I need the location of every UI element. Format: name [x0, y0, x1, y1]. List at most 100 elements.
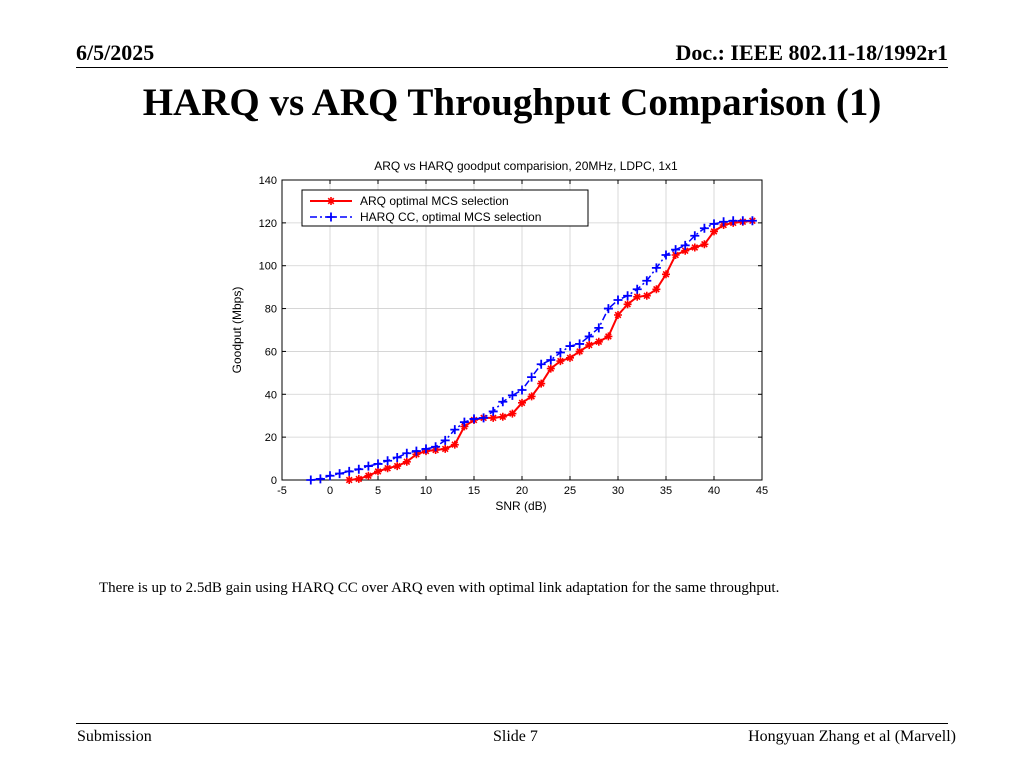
- data-point: [585, 341, 594, 349]
- data-point: [536, 359, 546, 369]
- footer-slide-number: Slide 7: [493, 728, 538, 745]
- data-point: [613, 295, 623, 305]
- x-tick-label: 10: [420, 485, 432, 497]
- data-point: [315, 474, 325, 484]
- data-point: [306, 475, 316, 485]
- data-point: [623, 291, 633, 301]
- y-tick-label: 80: [265, 304, 277, 316]
- data-point: [719, 217, 729, 227]
- data-point: [671, 245, 681, 255]
- data-point: [566, 353, 574, 362]
- data-point: [527, 392, 536, 401]
- data-point: [450, 425, 460, 435]
- data-point: [632, 284, 642, 294]
- data-point: [383, 456, 393, 466]
- data-point: [604, 332, 613, 341]
- data-point: [393, 462, 402, 471]
- data-point: [479, 413, 489, 423]
- slide-title: HARQ vs ARQ Throughput Comparison (1): [142, 81, 882, 124]
- data-point: [354, 464, 364, 474]
- y-tick-label: 60: [265, 346, 277, 358]
- data-point: [508, 409, 517, 418]
- y-tick-label: 100: [259, 261, 277, 273]
- x-tick-label: 25: [564, 485, 576, 497]
- data-point: [518, 398, 526, 407]
- data-point: [345, 476, 354, 484]
- y-tick-label: 140: [259, 175, 277, 187]
- data-point: [747, 216, 757, 226]
- data-point: [546, 364, 555, 373]
- x-tick-label: 30: [612, 485, 624, 497]
- data-point: [700, 240, 709, 249]
- legend-box: [301, 189, 589, 227]
- data-point: [374, 467, 382, 476]
- data-point: [681, 246, 690, 255]
- data-point: [431, 442, 441, 452]
- data-point: [633, 292, 642, 301]
- x-tick-label: 45: [756, 485, 768, 497]
- data-point: [498, 397, 508, 407]
- y-axis-label: Goodput (Mbps): [230, 287, 244, 374]
- data-point: [680, 240, 690, 250]
- x-tick-label: 0: [327, 485, 333, 497]
- chart-legend: ARQ optimal MCS selection HARQ CC, optima…: [301, 189, 589, 227]
- data-point: [392, 453, 402, 462]
- footer-rule: [76, 723, 948, 724]
- data-point: [498, 412, 507, 421]
- data-point: [652, 285, 661, 294]
- data-point: [738, 216, 748, 226]
- data-point: [354, 474, 363, 483]
- x-tick-label: 35: [660, 485, 672, 497]
- legend-marker: [327, 197, 335, 205]
- data-point: [671, 251, 680, 259]
- data-point: [363, 461, 373, 471]
- data-point: [459, 417, 469, 427]
- data-point: [411, 446, 421, 456]
- legend-label: ARQ optimal MCS selection: [360, 194, 509, 208]
- chart-series: [306, 216, 757, 485]
- data-point: [537, 379, 546, 388]
- data-point: [651, 263, 661, 273]
- data-point: [469, 414, 479, 424]
- data-point: [565, 341, 575, 351]
- data-point: [642, 276, 652, 286]
- x-axis-label: SNR (dB): [495, 499, 546, 513]
- legend-marker: [326, 212, 336, 222]
- data-point: [546, 355, 556, 365]
- series-harq: [306, 216, 757, 485]
- x-tick-label: 40: [708, 485, 720, 497]
- data-point: [402, 448, 412, 458]
- data-point: [450, 440, 459, 449]
- data-point: [623, 300, 632, 309]
- data-point: [661, 250, 671, 260]
- data-point: [441, 444, 450, 453]
- footer-submission: Submission: [77, 728, 152, 745]
- header-date: 6/5/2025: [76, 40, 155, 65]
- data-point: [421, 444, 431, 454]
- data-point: [690, 243, 699, 252]
- data-point: [555, 348, 565, 357]
- data-point: [584, 331, 594, 341]
- footer-authors: Hongyuan Zhang et al (Marvell): [748, 728, 956, 745]
- data-point: [710, 227, 718, 236]
- data-point: [614, 311, 622, 319]
- data-point: [507, 390, 517, 400]
- data-point: [594, 337, 603, 346]
- header-doc-id: Doc.: IEEE 802.11-18/1992r1: [675, 40, 948, 65]
- slide-caption: There is up to 2.5dB gain using HARQ CC …: [99, 580, 780, 596]
- y-tick-label: 120: [259, 218, 277, 230]
- plot-frame: [281, 179, 763, 481]
- x-tick-label: 15: [468, 485, 480, 497]
- data-point: [489, 413, 498, 422]
- data-point: [699, 223, 709, 233]
- data-point: [517, 385, 527, 395]
- data-point: [440, 435, 450, 445]
- data-point: [344, 466, 354, 476]
- data-point: [488, 406, 498, 416]
- x-tick-label: 20: [516, 485, 528, 497]
- x-tick-label: -5: [277, 485, 287, 497]
- header-rule: [76, 67, 948, 68]
- legend-label: HARQ CC, optimal MCS selection: [360, 210, 541, 224]
- data-point: [383, 464, 392, 473]
